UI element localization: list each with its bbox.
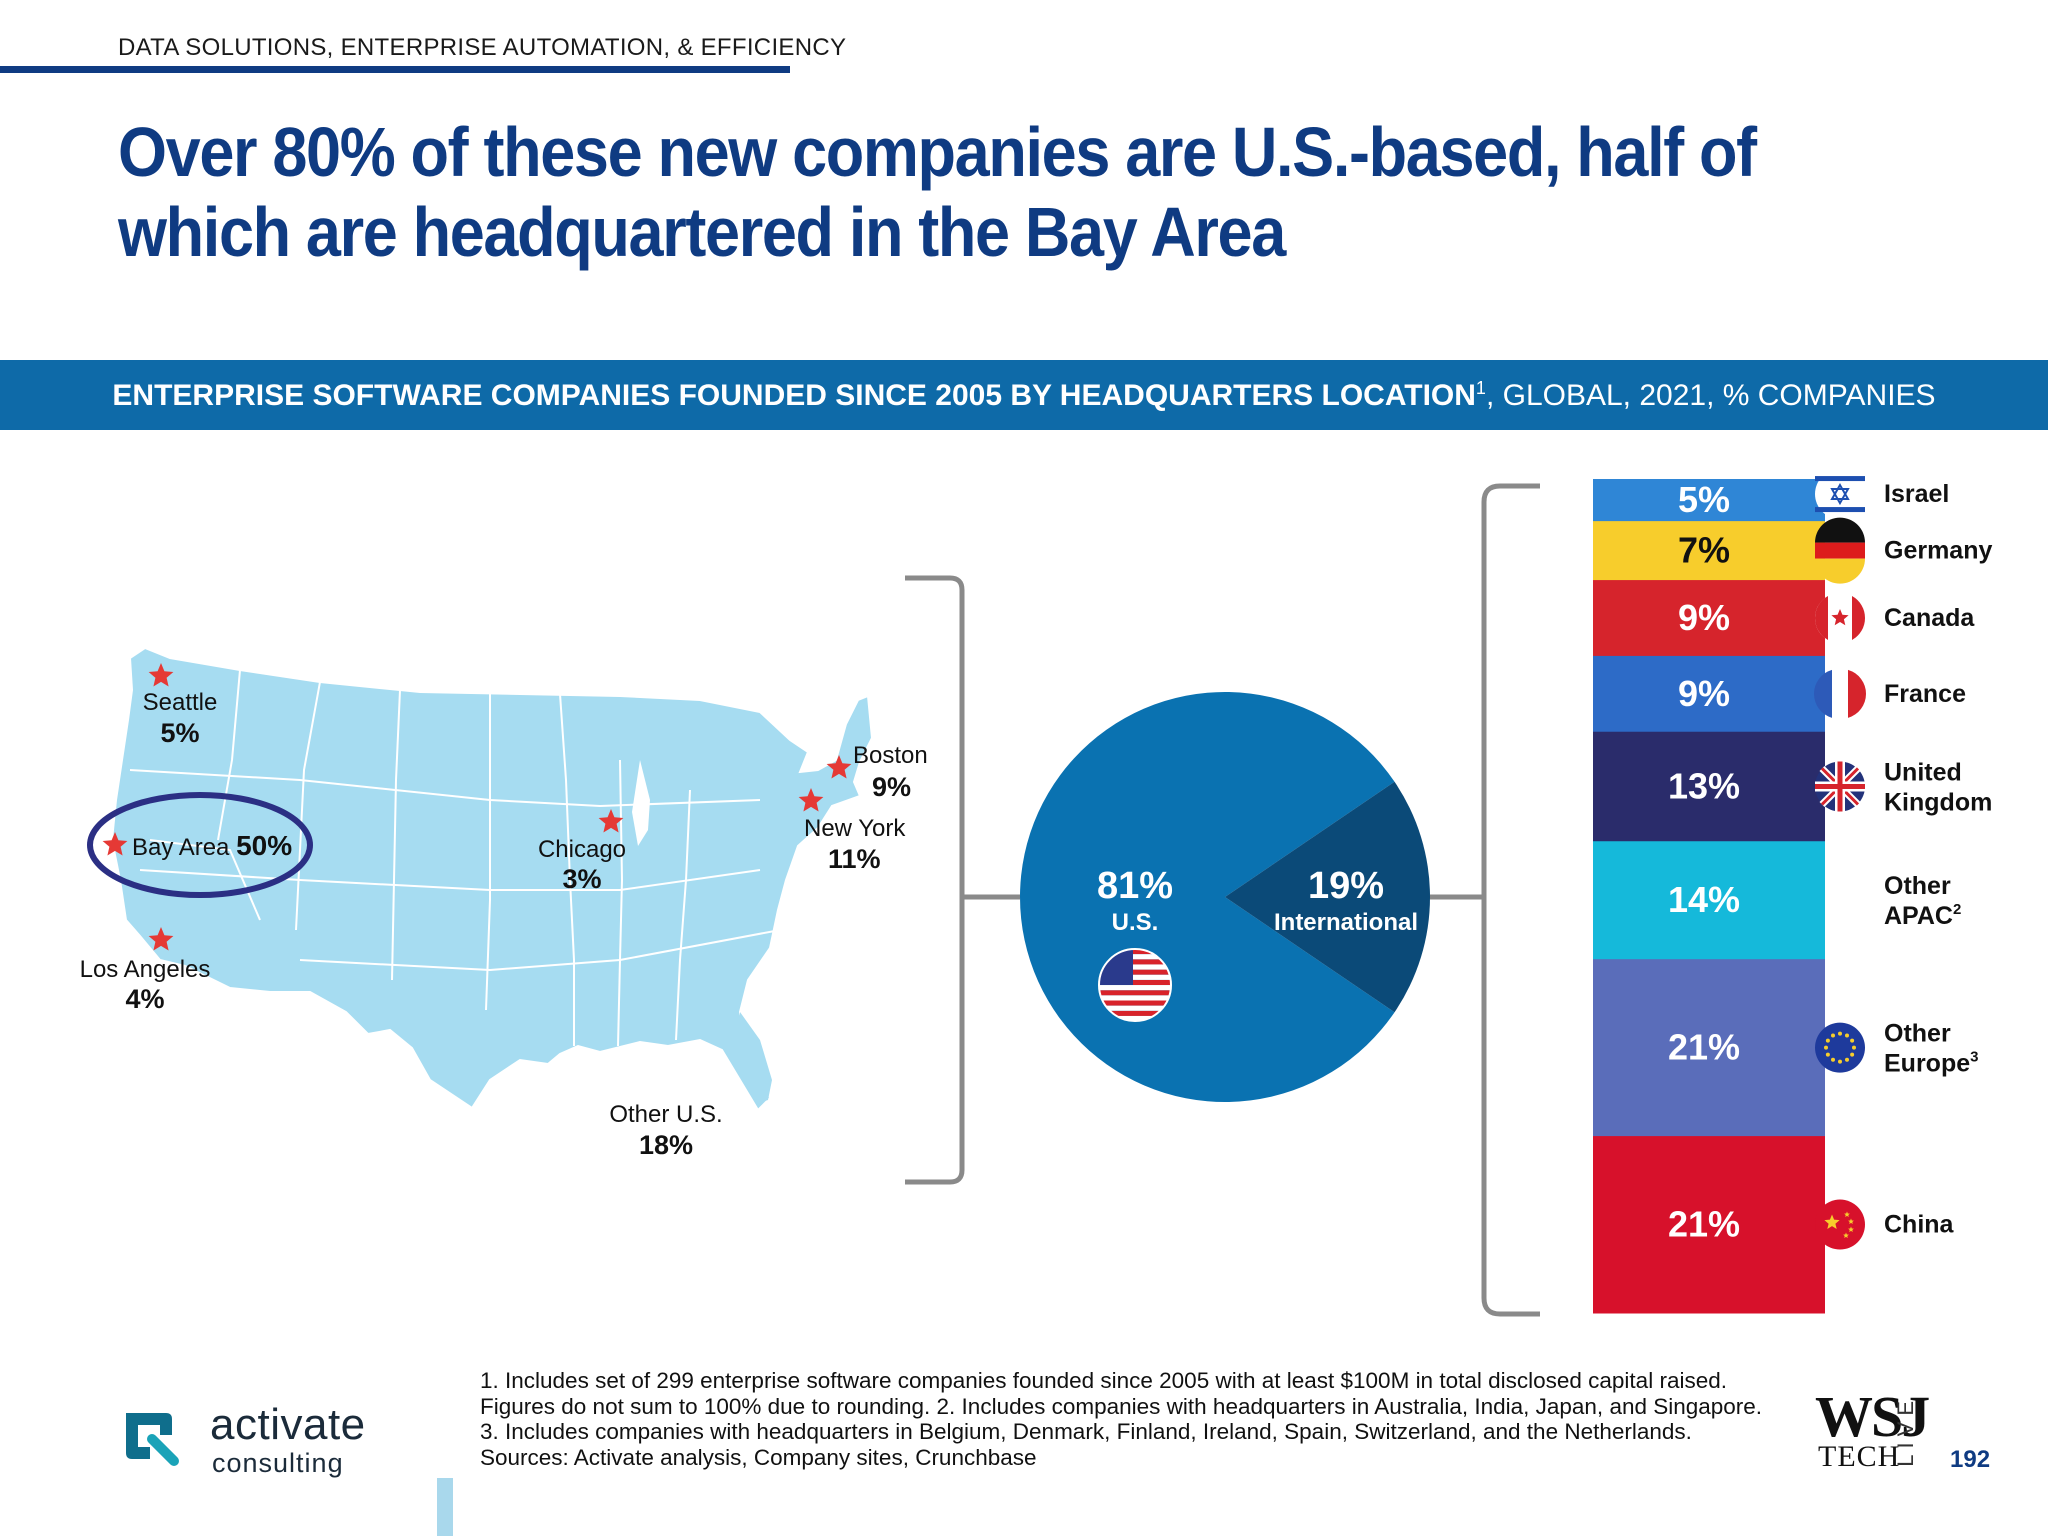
city-marker-star-icon [826,755,852,779]
stack-category-label: Canada [1884,604,1975,632]
city-name: Seattle [143,689,218,716]
city-marker-star-icon [798,788,824,812]
logo-name: activate [210,1400,366,1449]
stack-segment: 21% China [1593,1136,1955,1314]
stack-value-label: 14% [1668,879,1740,920]
stack-category-label: Israel [1884,480,1949,508]
bay-area-highlight-ring [87,792,313,898]
canada-flag-icon [1814,593,1866,643]
wsj-logo: WSJ [1815,1384,1930,1449]
stack-category-label: China [1884,1211,1955,1239]
chart-title-footnote-mark: 1 [1475,377,1486,398]
stack-bar [1593,1136,1825,1314]
section-rule [0,66,790,73]
footnote-line: 1. Includes set of 299 enterprise softwa… [480,1368,1727,1393]
stack-value-label: 7% [1678,530,1730,571]
stack-value-label: 5% [1678,479,1730,520]
wsj-live-label: LIVE [1893,1395,1918,1467]
footnote-line: Figures do not sum to 100% due to roundi… [480,1393,1763,1419]
stack-bar [1593,655,1825,733]
stack-value-label: 9% [1678,597,1730,638]
germany-flag-icon [1815,517,1865,584]
stack-value-label: 9% [1678,673,1730,714]
stack-bar [1593,580,1825,657]
israel-flag-icon [1815,469,1865,520]
stack-category-label: France [1884,680,1966,708]
us-flag-icon [1098,948,1172,1022]
pie-international-value: 19% [1308,865,1384,907]
state-borders [129,669,781,1047]
stack-bar [1593,841,1825,960]
stack-category-label: Germany [1884,537,1992,565]
footnote-line: 3. Includes companies with headquarters … [480,1419,1692,1444]
page-title: Over 80% of these new companies are U.S.… [118,113,1757,271]
city-value: 18% [639,1130,693,1160]
stack-category-label: Other APAC2 [1884,872,1961,930]
stack-segment: 7% Germany [1593,517,1992,584]
pie-slice-international [1225,781,1430,1013]
city-value: 5% [160,718,199,748]
pie-us-value: 81% [1097,865,1173,907]
city-marker-star-icon [598,809,624,833]
page-number: 192 [1950,1446,1991,1473]
stack-segment: 14% Other APAC2 [1593,841,1961,960]
stack-value-label: 21% [1668,1027,1740,1068]
pie-chart: 81%U.S. 19%International [1020,692,1430,1102]
great-lakes-michigan [632,760,650,846]
international-bracket [1420,483,1540,1317]
city-value: 4% [125,984,164,1014]
city-label: Bay Area 50% [132,830,292,861]
stack-segment: 5% Israel [1593,469,1949,522]
city-marker-star-icon [102,832,128,856]
stack-value-label: 21% [1668,1204,1740,1245]
uk-flag-icon [1815,761,1865,812]
city-name: New York [804,815,906,842]
eu-flag-icon [1815,1022,1865,1073]
stack-segment: 9% Canada [1593,580,1975,657]
stack-bar [1593,959,1825,1137]
logo-subtitle: consulting [212,1448,344,1478]
florida [740,1012,772,1104]
city-name: Los Angeles [80,956,211,983]
wsj-tech-label: TECH [1818,1440,1901,1473]
us-map [87,646,874,1112]
chart-title-banner: ENTERPRISE SOFTWARE COMPANIES FOUNDED SI… [0,360,2048,430]
city-value: 3% [562,864,601,894]
section-label: DATA SOLUTIONS, ENTERPRISE AUTOMATION, &… [118,34,847,61]
decorative-bar [437,1478,453,1536]
pie-us-label: U.S. [1112,909,1159,936]
city-value: 9% [872,772,911,802]
chart-title: ENTERPRISE SOFTWARE COMPANIES FOUNDED SI… [112,378,1476,412]
city-marker-star-icon [148,927,174,951]
stack-segment: 9% France [1593,655,1966,733]
footnotes: 1. Includes set of 299 enterprise softwa… [480,1368,1820,1470]
stack-bar [1593,479,1825,522]
city-name: Chicago [538,836,626,863]
stack-category-label: United Kingdom [1884,758,1992,816]
stack-segment: 13% United Kingdom [1593,731,1992,842]
pie-international-label: International [1274,909,1418,936]
china-flag-icon [1815,1199,1865,1250]
footnote-line: Sources: Activate analysis, Company site… [480,1444,1037,1470]
stack-bar [1593,521,1825,581]
stack-value-label: 13% [1668,765,1740,806]
us-map-shape [110,646,874,1112]
stack-category-label: Other Europe3 [1884,1020,1978,1078]
city-name: Boston [853,742,928,769]
stack-segment: 21% Other Europe3 [1593,959,1978,1137]
activate-logo-icon [126,1413,179,1466]
city-name: Other U.S. [609,1101,722,1128]
chart-title-rest: , GLOBAL, 2021, % COMPANIES [1485,378,1936,412]
us-bracket [905,575,1020,1185]
city-marker-star-icon [148,663,174,687]
france-flag-icon [1814,668,1866,719]
stack-bar [1593,731,1825,842]
international-stacked-bar: 5% Israel 7% Germany 9% Canada 9% France 13% Unit… [1593,469,1992,1314]
city-value: 11% [828,844,881,874]
